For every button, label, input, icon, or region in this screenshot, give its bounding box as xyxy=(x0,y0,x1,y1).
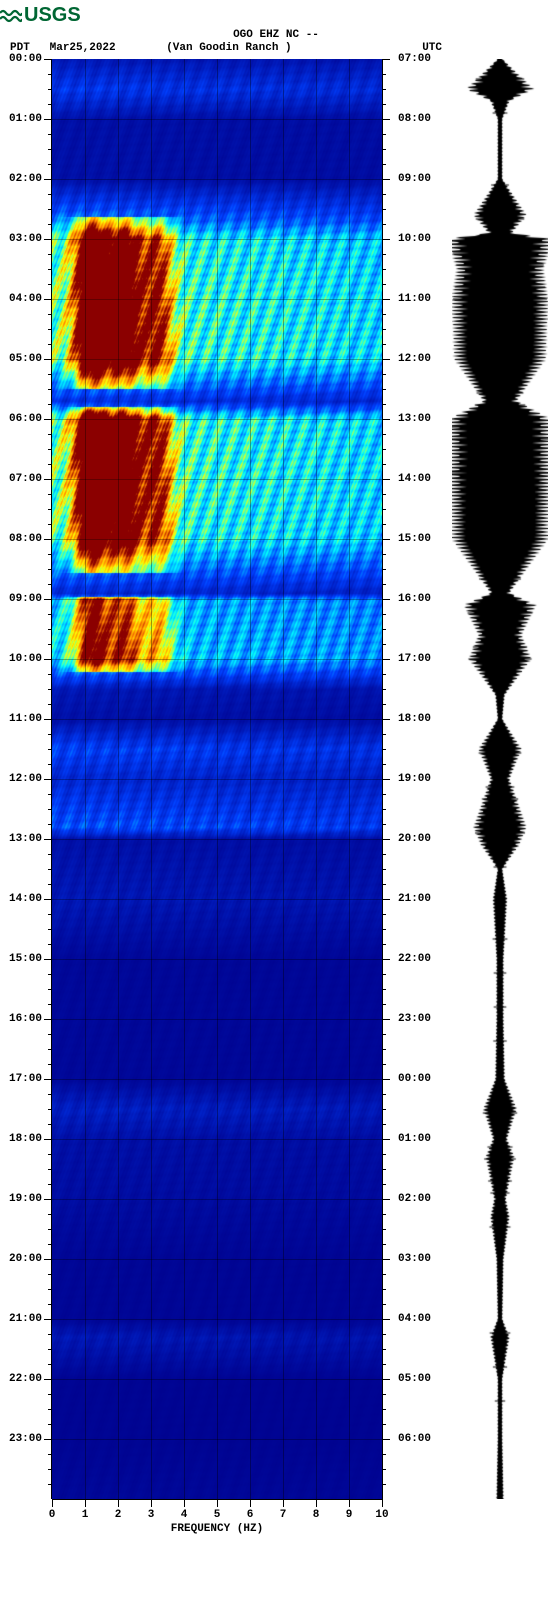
left-hour-label: 14:00 xyxy=(9,893,42,905)
right-hour-label: 10:00 xyxy=(398,233,431,245)
right-hour-label: 11:00 xyxy=(398,293,431,305)
left-hour-label: 07:00 xyxy=(9,473,42,485)
waveform-canvas xyxy=(452,59,548,1499)
left-hour-label: 08:00 xyxy=(9,533,42,545)
x-tick-label: 7 xyxy=(280,1509,287,1521)
left-timezone: PDT xyxy=(10,42,30,54)
right-hour-label: 13:00 xyxy=(398,413,431,425)
waveform-trace xyxy=(452,59,548,1499)
right-hour-label: 00:00 xyxy=(398,1073,431,1085)
wave-icon xyxy=(0,7,22,25)
right-hour-label: 12:00 xyxy=(398,353,431,365)
frequency-axis: FREQUENCY (HZ) 012345678910 xyxy=(52,1499,382,1539)
x-tick-label: 8 xyxy=(313,1509,320,1521)
usgs-logo: USGS xyxy=(0,0,552,27)
left-hour-label: 01:00 xyxy=(9,113,42,125)
station-location: (Van Goodin Ranch ) xyxy=(166,42,291,55)
right-hour-label: 03:00 xyxy=(398,1253,431,1265)
left-hour-label: 13:00 xyxy=(9,833,42,845)
x-tick-label: 0 xyxy=(49,1509,56,1521)
right-hour-label: 07:00 xyxy=(398,53,431,65)
right-hour-label: 21:00 xyxy=(398,893,431,905)
right-hour-label: 18:00 xyxy=(398,713,431,725)
x-tick-label: 9 xyxy=(346,1509,353,1521)
left-hour-label: 03:00 xyxy=(9,233,42,245)
logo-text: USGS xyxy=(24,4,81,27)
x-tick-label: 5 xyxy=(214,1509,221,1521)
right-hour-label: 05:00 xyxy=(398,1373,431,1385)
right-hour-label: 15:00 xyxy=(398,533,431,545)
left-hour-label: 11:00 xyxy=(9,713,42,725)
x-tick-label: 1 xyxy=(82,1509,89,1521)
plot-header: OGO EHZ NC -- PDT Mar25,2022 (Van Goodin… xyxy=(0,29,552,55)
x-tick-label: 3 xyxy=(148,1509,155,1521)
left-hour-label: 02:00 xyxy=(9,173,42,185)
right-hour-label: 20:00 xyxy=(398,833,431,845)
station-code: OGO EHZ NC -- xyxy=(0,29,552,42)
left-hour-label: 15:00 xyxy=(9,953,42,965)
right-hour-label: 02:00 xyxy=(398,1193,431,1205)
left-hour-label: 16:00 xyxy=(9,1013,42,1025)
right-hour-label: 08:00 xyxy=(398,113,431,125)
left-hour-label: 20:00 xyxy=(9,1253,42,1265)
left-hour-label: 17:00 xyxy=(9,1073,42,1085)
right-hour-label: 06:00 xyxy=(398,1433,431,1445)
x-tick-label: 6 xyxy=(247,1509,254,1521)
spectrogram xyxy=(52,59,382,1499)
right-hour-label: 23:00 xyxy=(398,1013,431,1025)
left-hour-label: 23:00 xyxy=(9,1433,42,1445)
right-hour-label: 14:00 xyxy=(398,473,431,485)
plot-date: Mar25,2022 xyxy=(50,42,116,54)
x-tick-label: 10 xyxy=(375,1509,388,1521)
left-hour-label: 19:00 xyxy=(9,1193,42,1205)
right-hour-label: 22:00 xyxy=(398,953,431,965)
right-hour-label: 16:00 xyxy=(398,593,431,605)
left-hour-label: 06:00 xyxy=(9,413,42,425)
left-hour-label: 22:00 xyxy=(9,1373,42,1385)
right-time-axis: 07:0008:0009:0010:0011:0012:0013:0014:00… xyxy=(382,59,452,1499)
right-hour-label: 04:00 xyxy=(398,1313,431,1325)
left-hour-label: 10:00 xyxy=(9,653,42,665)
left-hour-label: 05:00 xyxy=(9,353,42,365)
left-hour-label: 21:00 xyxy=(9,1313,42,1325)
left-hour-label: 12:00 xyxy=(9,773,42,785)
left-time-axis: 00:0001:0002:0003:0004:0005:0006:0007:00… xyxy=(0,59,52,1499)
right-hour-label: 17:00 xyxy=(398,653,431,665)
right-hour-label: 09:00 xyxy=(398,173,431,185)
right-hour-label: 19:00 xyxy=(398,773,431,785)
x-tick-label: 4 xyxy=(181,1509,188,1521)
left-hour-label: 04:00 xyxy=(9,293,42,305)
left-hour-label: 18:00 xyxy=(9,1133,42,1145)
left-hour-label: 00:00 xyxy=(9,53,42,65)
left-hour-label: 09:00 xyxy=(9,593,42,605)
x-tick-label: 2 xyxy=(115,1509,122,1521)
x-axis-label: FREQUENCY (HZ) xyxy=(171,1523,263,1535)
right-hour-label: 01:00 xyxy=(398,1133,431,1145)
plot-area: 00:00 01:00 02:00 03:00 04:00 05:00 06:00 07:00… xyxy=(0,59,552,1539)
